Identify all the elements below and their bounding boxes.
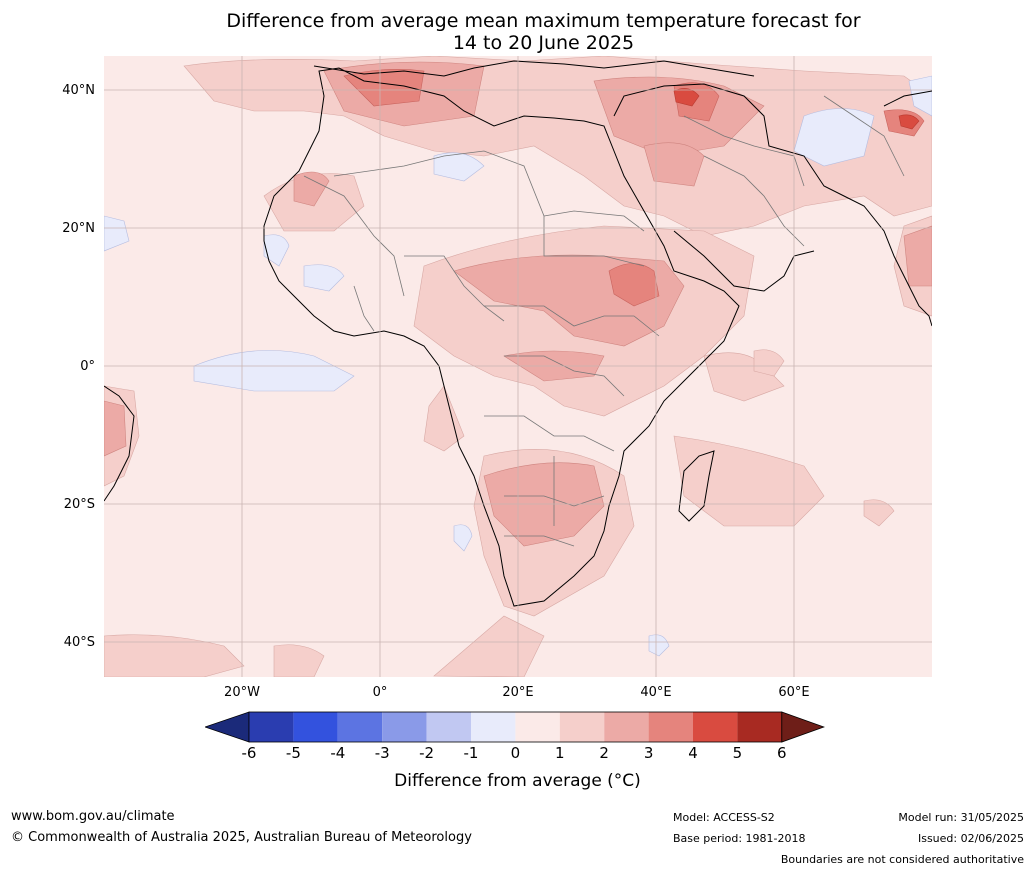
lat-label-40s: 40°S — [63, 635, 95, 650]
model-text: Model: ACCESS-S2 — [673, 811, 775, 824]
graticule — [104, 56, 932, 677]
colorbar-segment — [293, 712, 338, 742]
colorbar-tick-label: 3 — [643, 744, 654, 762]
colorbar-tick-label: 2 — [599, 744, 609, 762]
lon-label-40e: 40°E — [640, 685, 672, 700]
colorbar-tick-label: -5 — [285, 744, 301, 762]
colorbar-segment — [648, 712, 693, 742]
colorbar-tick-label: 5 — [732, 744, 743, 762]
colorbar-segment — [382, 712, 427, 742]
lon-label-20e: 20°E — [502, 685, 534, 700]
colorbar-segment — [249, 712, 294, 742]
colorbar-segment — [337, 712, 383, 742]
colorbar-segment — [471, 712, 516, 742]
colorbar-segment — [426, 712, 471, 742]
colorbar-tick-label: 4 — [688, 744, 698, 762]
anomaly-3-to-4 — [343, 69, 925, 307]
country-borders — [303, 95, 905, 547]
title-line-1: Difference from average mean maximum tem… — [226, 10, 861, 32]
lat-label-40n: 40°N — [62, 83, 95, 98]
colorbar-tick-label: 1 — [555, 744, 565, 762]
colorbar-tick-label: -1 — [463, 744, 479, 762]
model-run-text: Model run: 31/05/2025 — [898, 811, 1024, 824]
lon-label-60e: 60°E — [778, 685, 810, 700]
colorbar-segment — [693, 712, 738, 742]
map-title: Difference from average mean maximum tem… — [0, 10, 1035, 54]
title-line-2: 14 to 20 June 2025 — [452, 32, 635, 54]
colorbar-segment — [604, 712, 649, 742]
colorbar — [205, 711, 825, 743]
colorbar-tick-label: 0 — [510, 744, 521, 762]
colorbar-segment — [559, 712, 605, 742]
colorbar-segment — [515, 712, 560, 742]
lat-label-20n: 20°N — [62, 221, 95, 236]
forecast-map — [104, 56, 932, 677]
colorbar-segment — [737, 712, 782, 742]
lat-label-0: 0° — [80, 359, 95, 374]
disclaimer-text: Boundaries are not considered authoritat… — [780, 853, 1024, 866]
issued-text: Issued: 02/06/2025 — [917, 832, 1024, 845]
anomaly-0-to-minus-1 — [104, 75, 932, 657]
website-text: www.bom.gov.au/climate — [11, 809, 175, 824]
base-period-text: Base period: 1981-2018 — [673, 832, 806, 845]
colorbar-extend-low — [205, 711, 250, 743]
colorbar-tick-label: -4 — [330, 744, 346, 762]
colorbar-tick-label: -6 — [241, 744, 257, 762]
colorbar-extend-high — [781, 711, 825, 743]
colorbar-tick-label: -2 — [419, 744, 435, 762]
lon-label-20w: 20°W — [224, 685, 260, 700]
anomaly-4-to-5 — [673, 88, 920, 130]
colorbar-tick-label: -3 — [374, 744, 390, 762]
colorbar-tick-label: 6 — [777, 744, 787, 762]
lat-label-20s: 20°S — [63, 497, 95, 512]
copyright-text: © Commonwealth of Australia 2025, Austra… — [11, 830, 472, 845]
lon-label-0: 0° — [372, 685, 388, 700]
colorbar-label: Difference from average (°C) — [394, 771, 641, 791]
